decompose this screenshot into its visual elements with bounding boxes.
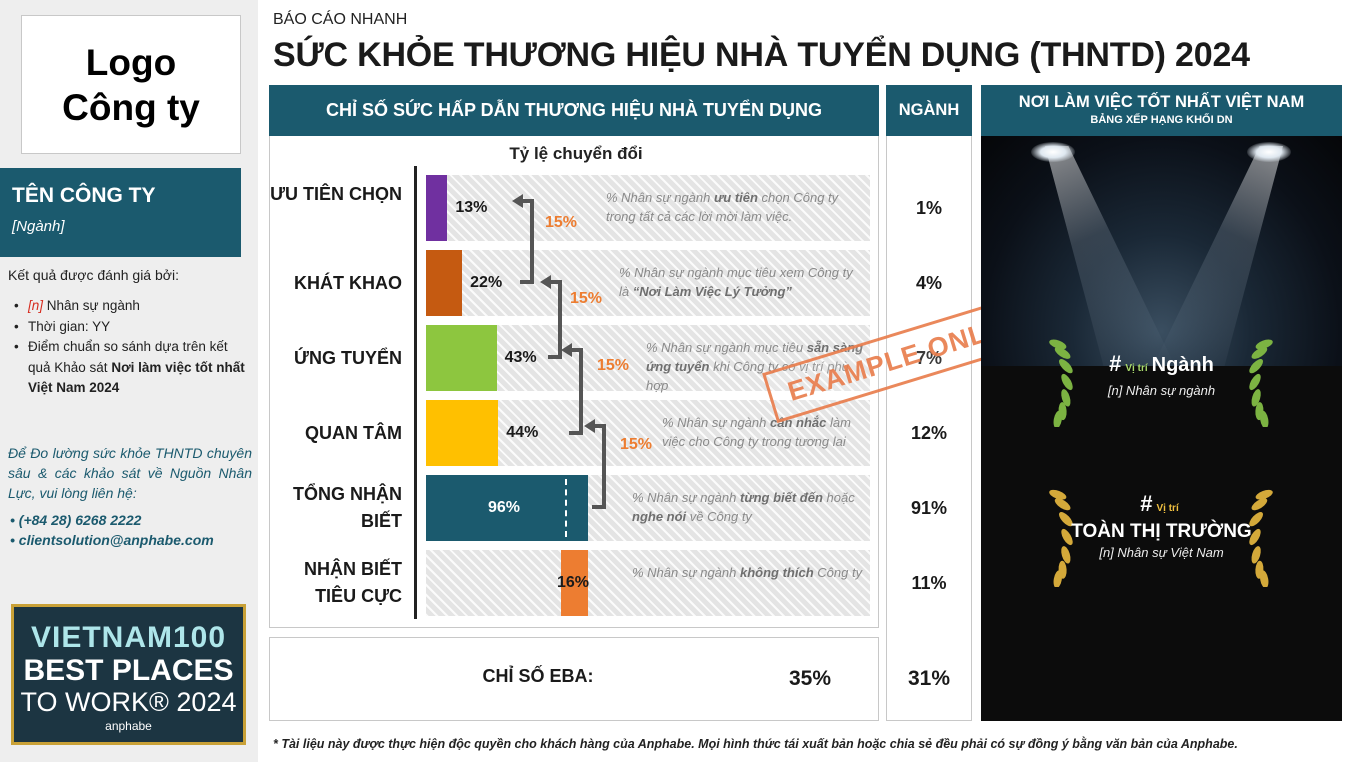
index-header: CHỈ SỐ SỨC HẤP DẪN THƯƠNG HIỆU NHÀ TUYỂN… — [269, 85, 879, 136]
conversion-rate-value: 15% — [570, 290, 603, 307]
eba-label: CHỈ SỐ EBA: — [482, 666, 594, 686]
spotlight-beam-right — [1153, 146, 1283, 366]
evaluation-list: [n] Nhân sự ngành Thời gian: YY Điểm chu… — [14, 296, 252, 399]
bar — [426, 175, 448, 241]
industry-panel — [886, 85, 972, 721]
row-label: TỔNG NHẬN BIẾT — [293, 484, 402, 531]
spotlight-lamp-left — [1031, 142, 1075, 162]
sidebar: Logo Công ty TÊN CÔNG TY [Ngành] Kết quả… — [0, 0, 258, 762]
chart-axis-line — [414, 166, 417, 619]
evaluation-title: Kết quả được đánh giá bởi: — [8, 267, 179, 283]
company-logo-placeholder: Logo Công ty — [21, 15, 241, 154]
badge-line-1: VIETNAM100 — [30, 621, 227, 654]
benchmark-prefix: Điểm chuẩn so sánh dựa trên kết quả Khảo… — [28, 339, 228, 375]
industry-value: 12% — [910, 423, 948, 443]
bar-value-label: 44% — [506, 424, 539, 441]
contact-text: Để Đo lường sức khỏe THNTD chuyên sâu & … — [8, 445, 252, 501]
row-description: % Nhân sự ngành từng biết đến hoặc nghe … — [632, 490, 855, 524]
contact-list: (+84 28) 6268 2222 clientsolution@anphab… — [10, 510, 214, 550]
sample-size-marker: [n] — [28, 298, 44, 313]
spotlight-lamp-right — [1247, 142, 1291, 162]
row-description: % Nhân sự ngành mục tiêu xem Công ty là … — [619, 265, 853, 299]
awareness-marker-line — [565, 479, 567, 537]
bar-value-label: 96% — [488, 499, 521, 516]
market-rank-label: TOÀN THỊ TRƯỜNG — [1071, 521, 1252, 542]
contact-email[interactable]: clientsolution@anphabe.com — [10, 530, 214, 550]
bar — [426, 325, 497, 391]
market-rank-hash: # — [1140, 491, 1153, 516]
row-description: % Nhân sự ngành cân nhắc làm việc cho Cô… — [662, 415, 851, 449]
badge-line-3: TO WORK® 2024 — [20, 687, 237, 717]
report-title: SỨC KHỎE THƯƠNG HIỆU NHÀ TUYỂN DỤNG (THN… — [273, 36, 1250, 74]
badge-line-2: BEST PLACES — [23, 654, 234, 687]
eba-value: 35% — [788, 667, 832, 690]
bar — [426, 400, 499, 466]
eba-industry-value: 31% — [907, 667, 951, 690]
market-rank-sample: [n] Nhân sự Việt Nam — [1099, 545, 1224, 560]
ranking-header: NƠI LÀM VIỆC TỐT NHẤT VIỆT NAM BẢNG XẾP … — [981, 85, 1342, 136]
benchmark-survey-name: Nơi làm việc tốt nhất Việt Nam 2024 — [28, 359, 245, 396]
market-rank-position-label: Vị trí — [1156, 503, 1179, 514]
laurel-wreath-green-icon — [1049, 339, 1273, 427]
market-rank: # Vị trí TOÀN THỊ TRƯỜNG [n] Nhân sự Việt… — [981, 491, 1342, 560]
bar-track — [426, 550, 870, 616]
eval-item-time: Thời gian: YY — [14, 317, 252, 338]
company-industry: [Ngành] — [12, 218, 65, 235]
industry-rank-label: Ngành — [1151, 354, 1214, 376]
bar-track — [426, 250, 870, 316]
ranking-panel: NƠI LÀM VIỆC TỐT NHẤT VIỆT NAM BẢNG XẾP … — [981, 85, 1342, 721]
bar — [426, 250, 463, 316]
industry-rank-position-label: Vị trí — [1125, 363, 1148, 374]
eval-item-sample: [n] Nhân sự ngành — [14, 296, 252, 317]
row-label: QUAN TÂM — [305, 423, 402, 443]
row-description: % Nhân sự ngành mục tiêu sẵn sàng ứng tu… — [646, 340, 864, 393]
row-label: ỨNG TUYỂN — [294, 348, 402, 368]
spotlight-beam-left — [1045, 146, 1175, 366]
bar — [561, 550, 588, 616]
spotlight-stage-image — [981, 136, 1342, 366]
bar-track — [426, 400, 870, 466]
report-pre-title: BÁO CÁO NHANH — [273, 11, 408, 28]
row-description: % Nhân sự ngành không thích Công ty — [632, 565, 863, 580]
eba-panel — [269, 637, 879, 721]
laurel-wreath-gold-icon — [1049, 489, 1273, 587]
bar-value-label: 43% — [504, 349, 537, 366]
contact-phone[interactable]: (+84 28) 6268 2222 — [10, 510, 214, 530]
bar-track — [426, 325, 870, 391]
industry-value: 11% — [911, 573, 947, 593]
row-label: KHÁT KHAO — [294, 273, 402, 293]
ranking-subtitle: BẢNG XẾP HẠNG KHỐI DN — [1090, 114, 1233, 126]
conversion-rate-value: 15% — [545, 214, 578, 231]
conversion-rate-value: 15% — [597, 357, 630, 374]
conversion-rate-label: Tỷ lệ chuyển đổi — [509, 144, 643, 163]
row-description: % Nhân sự ngành ưu tiên chọn Công ty tro… — [606, 190, 839, 224]
bar-value-label: 22% — [470, 274, 503, 291]
eval-item-benchmark: Điểm chuẩn so sánh dựa trên kết quả Khảo… — [14, 337, 252, 399]
industry-value: 4% — [915, 273, 942, 293]
industry-value: 91% — [910, 498, 948, 518]
row-label: NHẬN BIẾT TIÊU CỰC — [304, 559, 402, 606]
best-places-badge: VIETNAM100 BEST PLACES TO WORK® 2024 anp… — [11, 604, 246, 745]
industry-rank-sample: [n] Nhân sự ngành — [1107, 383, 1216, 398]
sample-size-text: Nhân sự ngành — [43, 298, 140, 313]
row-label: ƯU TIÊN CHỌN — [270, 184, 402, 204]
ranking-title: NƠI LÀM VIỆC TỐT NHẤT VIỆT NAM — [1018, 93, 1305, 111]
industry-rank-hash: # — [1109, 351, 1122, 376]
industry-rank: # Vị trí Ngành [n] Nhân sự ngành — [981, 351, 1342, 398]
industry-value: 1% — [915, 198, 942, 218]
company-name: TÊN CÔNG TY — [12, 184, 156, 207]
company-info-box: TÊN CÔNG TY [Ngành] — [0, 168, 241, 257]
conversion-rate-value: 15% — [620, 436, 653, 453]
bar-value-label: 13% — [455, 199, 488, 216]
bar-track — [426, 175, 870, 241]
bar — [426, 475, 588, 541]
bar-value-label: 16% — [557, 574, 590, 591]
badge-line-4: anphabe — [105, 719, 152, 733]
industry-value: 7% — [915, 348, 942, 368]
industry-header: NGÀNH — [886, 85, 972, 136]
footnote: * Tài liệu này được thực hiện độc quyền … — [273, 737, 1238, 751]
